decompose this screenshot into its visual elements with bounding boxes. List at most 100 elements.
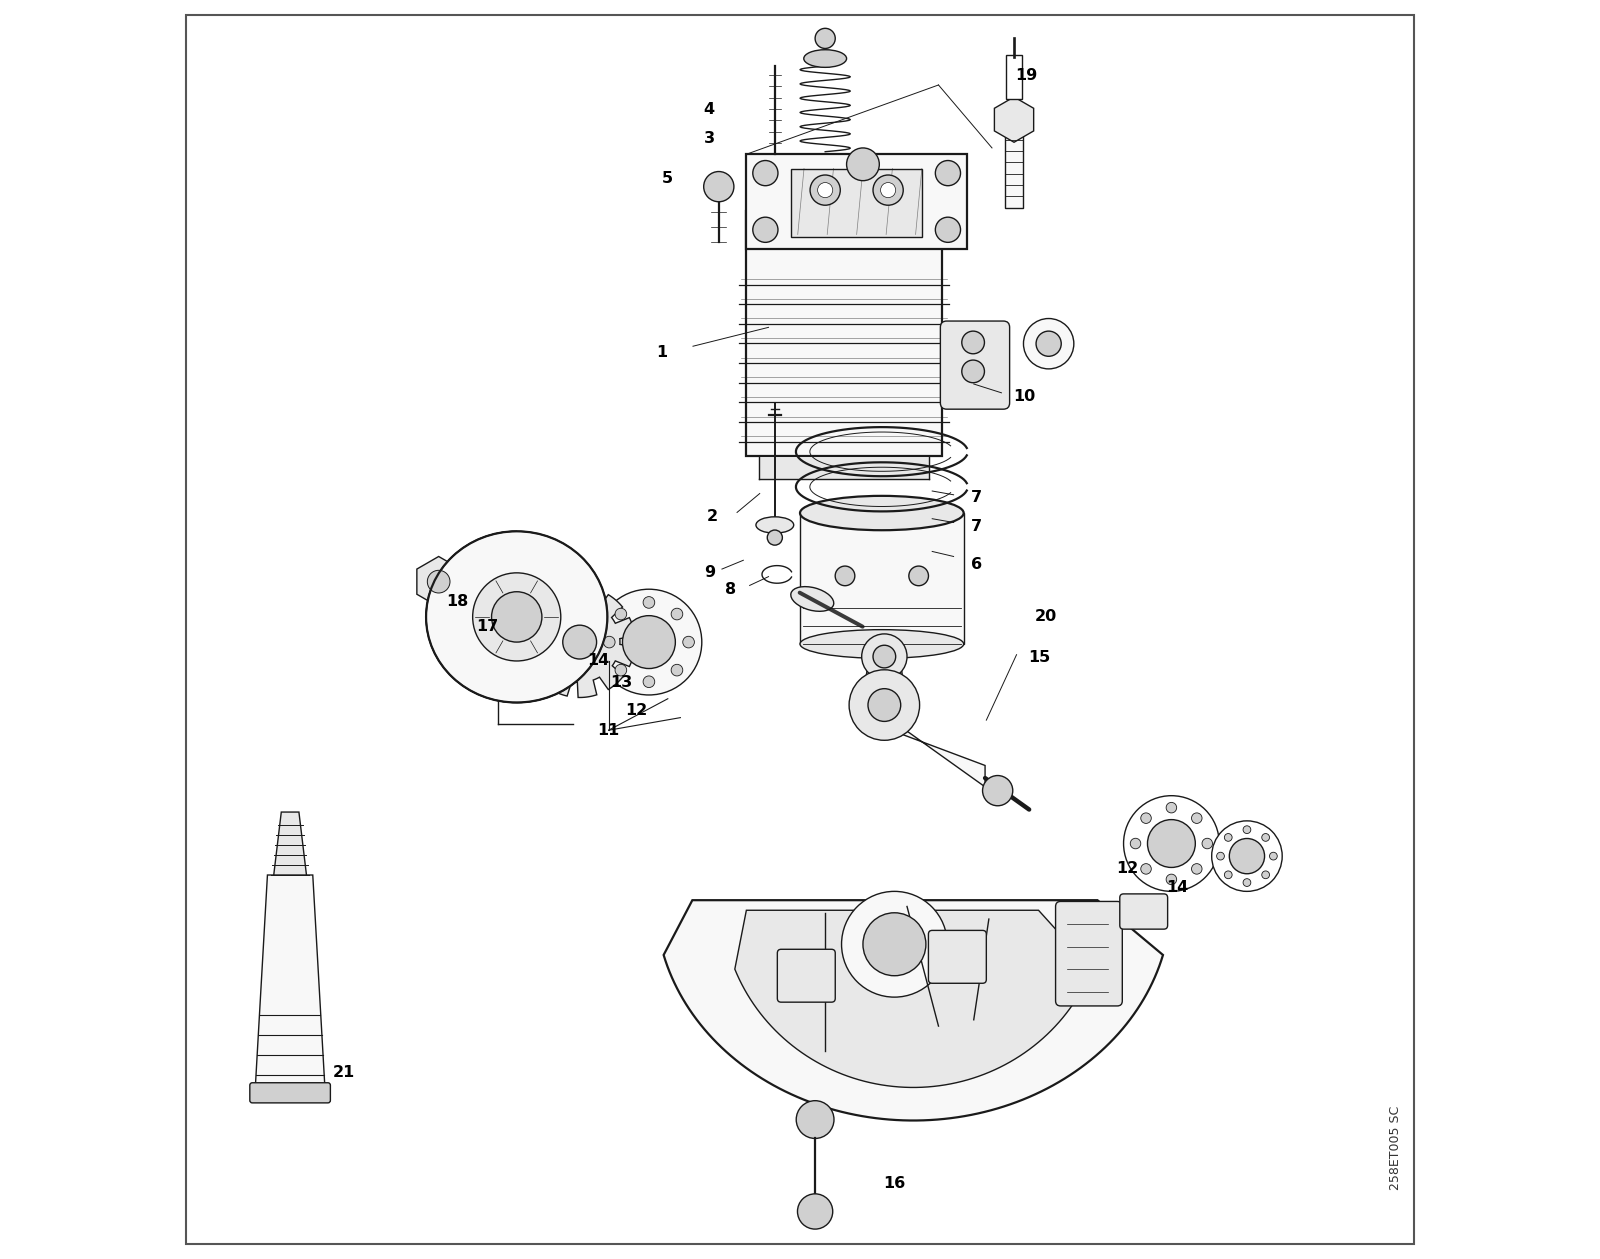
Circle shape xyxy=(818,183,832,198)
Bar xyxy=(747,210,942,457)
Polygon shape xyxy=(254,875,325,1095)
Text: 9: 9 xyxy=(704,565,715,580)
Text: 11: 11 xyxy=(597,723,619,738)
Circle shape xyxy=(670,665,683,676)
Circle shape xyxy=(814,29,835,48)
Circle shape xyxy=(1141,813,1152,823)
Text: 7: 7 xyxy=(971,490,982,505)
Circle shape xyxy=(797,1100,834,1138)
Ellipse shape xyxy=(800,630,963,658)
Polygon shape xyxy=(426,531,590,703)
Circle shape xyxy=(768,530,782,545)
Bar xyxy=(1006,55,1021,99)
Circle shape xyxy=(704,171,734,201)
Text: 17: 17 xyxy=(477,619,499,635)
Circle shape xyxy=(1224,833,1232,841)
Circle shape xyxy=(752,161,778,186)
Text: 3: 3 xyxy=(704,131,715,146)
Circle shape xyxy=(846,149,880,181)
Circle shape xyxy=(962,331,984,354)
Text: 5: 5 xyxy=(662,171,674,186)
Ellipse shape xyxy=(755,517,794,534)
Circle shape xyxy=(1166,802,1176,813)
Circle shape xyxy=(1147,820,1195,867)
Circle shape xyxy=(1211,821,1282,891)
Circle shape xyxy=(752,217,778,243)
Polygon shape xyxy=(426,531,608,703)
Circle shape xyxy=(683,636,694,648)
Text: 8: 8 xyxy=(725,582,736,597)
Polygon shape xyxy=(734,910,1091,1088)
Circle shape xyxy=(1202,838,1213,849)
Circle shape xyxy=(1024,319,1074,369)
Circle shape xyxy=(880,183,896,198)
Circle shape xyxy=(603,636,614,648)
Text: 21: 21 xyxy=(333,1065,355,1080)
Text: 20: 20 xyxy=(1034,609,1056,624)
FancyBboxPatch shape xyxy=(1120,894,1168,929)
Circle shape xyxy=(1166,874,1176,885)
Text: 12: 12 xyxy=(1117,861,1139,876)
Text: 19: 19 xyxy=(1016,68,1038,83)
Text: 4: 4 xyxy=(704,102,715,117)
Circle shape xyxy=(1192,813,1202,823)
Ellipse shape xyxy=(790,587,834,612)
Circle shape xyxy=(867,689,901,721)
Text: 12: 12 xyxy=(626,703,648,718)
Circle shape xyxy=(1141,864,1152,874)
Text: 2: 2 xyxy=(706,509,717,524)
Text: 258ET005 SC: 258ET005 SC xyxy=(1389,1105,1402,1190)
Circle shape xyxy=(874,175,904,205)
Circle shape xyxy=(1192,864,1202,874)
Circle shape xyxy=(643,597,654,608)
Polygon shape xyxy=(885,724,986,787)
Polygon shape xyxy=(525,587,635,697)
Circle shape xyxy=(1262,871,1269,879)
Circle shape xyxy=(614,665,627,676)
FancyBboxPatch shape xyxy=(928,930,986,983)
Bar xyxy=(790,169,922,238)
Text: 14: 14 xyxy=(587,653,610,669)
Text: 16: 16 xyxy=(883,1176,906,1191)
Ellipse shape xyxy=(803,49,846,68)
Text: 7: 7 xyxy=(971,519,982,534)
Circle shape xyxy=(491,592,542,642)
Circle shape xyxy=(1123,796,1219,891)
Circle shape xyxy=(862,635,907,680)
Circle shape xyxy=(874,645,896,667)
Polygon shape xyxy=(475,594,558,677)
Text: 6: 6 xyxy=(971,556,982,572)
Polygon shape xyxy=(664,900,1163,1121)
Circle shape xyxy=(1037,331,1061,356)
Circle shape xyxy=(622,616,675,669)
Circle shape xyxy=(643,676,654,687)
Circle shape xyxy=(810,175,840,205)
Bar xyxy=(747,155,966,249)
Circle shape xyxy=(1224,871,1232,879)
FancyBboxPatch shape xyxy=(778,949,835,1002)
Circle shape xyxy=(1216,852,1224,860)
Bar xyxy=(800,514,963,643)
Polygon shape xyxy=(862,657,907,705)
Circle shape xyxy=(982,776,1013,806)
Ellipse shape xyxy=(800,496,963,530)
Circle shape xyxy=(842,891,947,997)
Circle shape xyxy=(835,567,854,585)
Circle shape xyxy=(1243,826,1251,833)
Circle shape xyxy=(862,913,926,976)
Circle shape xyxy=(670,608,683,619)
Text: 14: 14 xyxy=(1166,880,1189,895)
Circle shape xyxy=(1269,852,1277,860)
Circle shape xyxy=(1130,838,1141,849)
Circle shape xyxy=(1229,838,1264,874)
Text: 18: 18 xyxy=(446,594,469,609)
Circle shape xyxy=(597,589,702,695)
Text: 10: 10 xyxy=(1013,389,1035,404)
Circle shape xyxy=(909,567,928,585)
Circle shape xyxy=(1243,879,1251,886)
Bar xyxy=(1005,132,1022,208)
Circle shape xyxy=(797,1194,832,1229)
Circle shape xyxy=(936,217,960,243)
Circle shape xyxy=(427,570,450,593)
Polygon shape xyxy=(274,812,307,875)
